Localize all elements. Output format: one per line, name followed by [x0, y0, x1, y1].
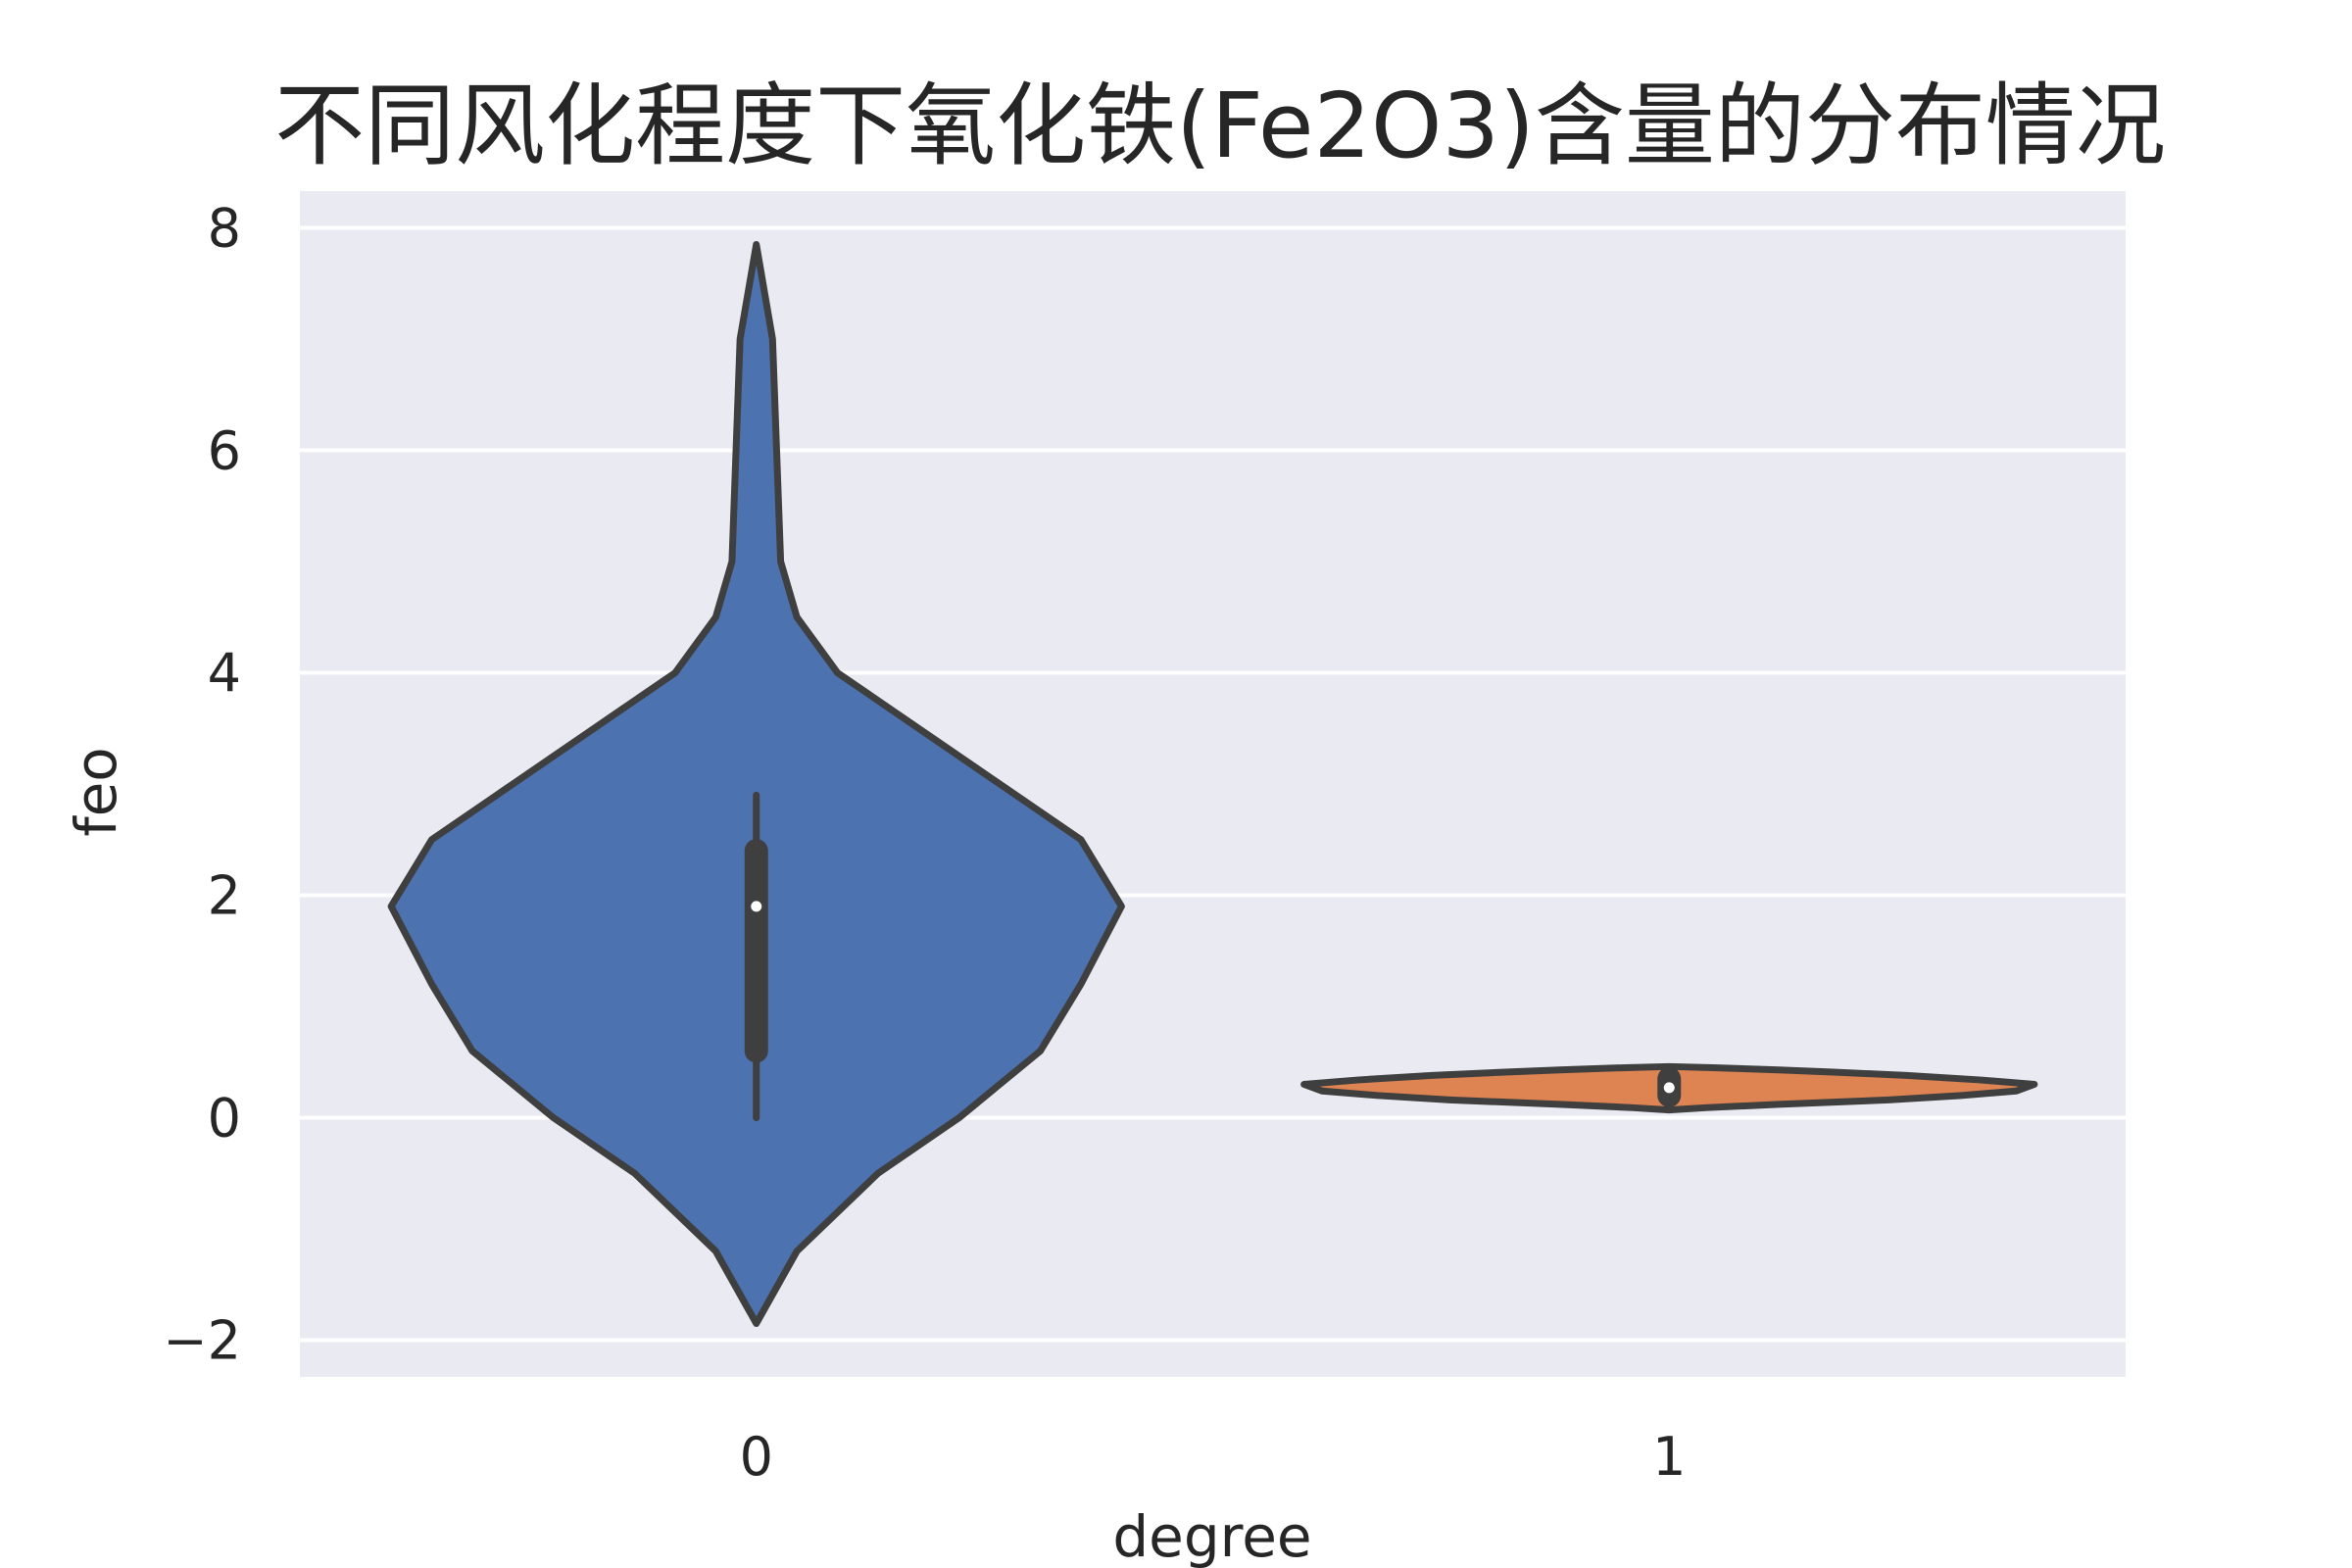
y-tick-label: 4: [208, 642, 241, 704]
chart-title: 不同风化程度下氧化铁(Fe2O3)含量的分布情况: [274, 74, 2166, 178]
x-tick-label: 1: [1652, 1426, 1686, 1488]
y-tick-label: 6: [208, 419, 241, 481]
y-tick-label: 8: [208, 197, 241, 259]
violin-body-0: [387, 240, 1125, 1328]
violin-median-0: [751, 901, 762, 912]
x-axis-label: degree: [1112, 1503, 1311, 1568]
y-tick-labels: −2 0 2 4 6 8: [163, 197, 241, 1371]
violin-median-1: [1663, 1082, 1675, 1094]
y-tick-label: −2: [163, 1310, 241, 1372]
violins-group: [387, 240, 2038, 1328]
y-tick-label: 2: [208, 865, 241, 927]
x-tick-label: 0: [740, 1426, 773, 1488]
y-tick-label: 0: [208, 1088, 241, 1150]
y-axis-label: feo: [63, 747, 129, 837]
